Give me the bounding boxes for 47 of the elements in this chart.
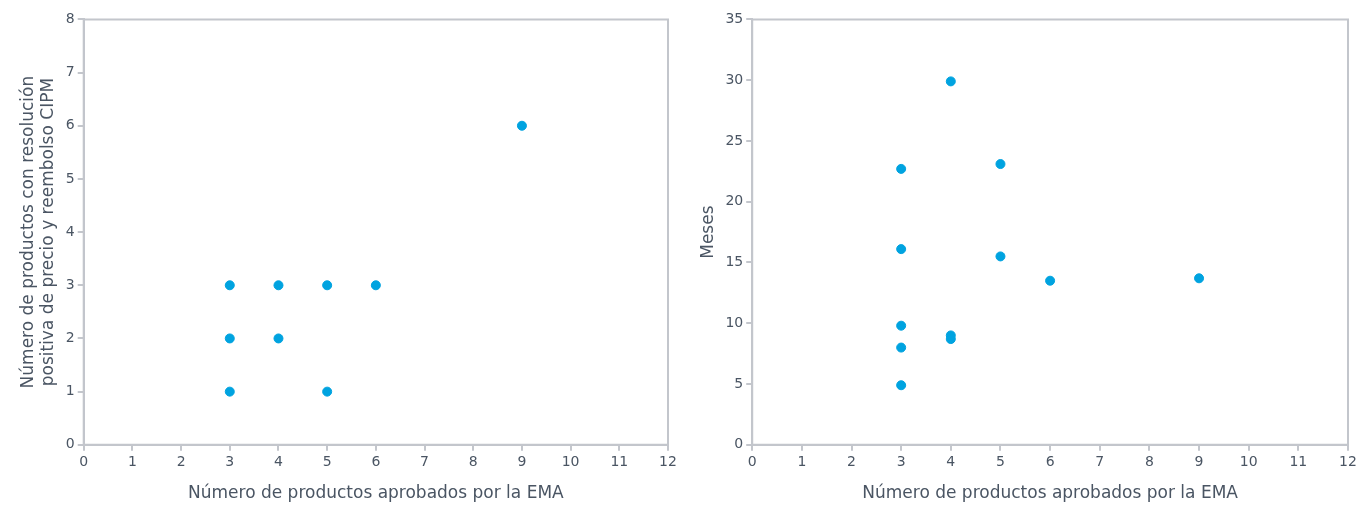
x-tick-label: 10 <box>1239 452 1258 469</box>
y-tick-label: 7 <box>65 63 75 80</box>
y-tick-label: 30 <box>725 70 744 87</box>
y-axis-title: Número de productos con resolución positiva de precio y reembolso CIPM <box>16 75 58 389</box>
y-tick-label: 2 <box>65 329 75 346</box>
x-tick-label: 8 <box>1144 452 1154 469</box>
x-tick-label: 5 <box>996 452 1005 469</box>
y-tick-label: 1 <box>65 382 75 399</box>
x-tick-label: 3 <box>225 452 235 469</box>
y-tick-label: 0 <box>65 435 75 452</box>
y-tick-label: 4 <box>65 222 75 239</box>
x-tick-label: 11 <box>610 452 629 469</box>
x-tick-label: 4 <box>274 452 284 469</box>
x-tick-label: 9 <box>517 452 527 469</box>
x-tick-label: 9 <box>1194 452 1204 469</box>
x-tick-label: 0 <box>747 452 757 469</box>
x-axis-title: Número de productos aprobados por la EMA <box>862 482 1239 503</box>
x-tick-label: 11 <box>1289 452 1308 469</box>
y-tick-label: 20 <box>725 192 744 209</box>
y-tick-label: 5 <box>65 169 75 186</box>
x-tick-label: 2 <box>176 452 186 469</box>
x-tick-label: 8 <box>468 452 478 469</box>
y-axis-title: Meses <box>696 205 717 259</box>
x-axis-title: Número de productos aprobados por la EMA <box>188 482 565 503</box>
x-tick-label: 2 <box>847 452 856 469</box>
x-tick-label: 5 <box>322 452 332 469</box>
x-tick-label: 1 <box>127 452 137 469</box>
y-tick-label: 25 <box>725 131 744 148</box>
x-tick-label: 7 <box>420 452 430 469</box>
y-tick-label: 15 <box>725 253 744 270</box>
x-tick-label: 7 <box>1095 452 1105 469</box>
x-tick-label: 4 <box>946 452 956 469</box>
x-tick-label: 1 <box>797 452 807 469</box>
y-tick-label: 8 <box>65 10 75 27</box>
y-tick-label: 3 <box>65 275 75 292</box>
y-tick-label: 6 <box>65 116 75 133</box>
y-tick-label: 10 <box>725 313 744 330</box>
x-tick-label: 12 <box>1339 452 1357 469</box>
y-tick-label: 5 <box>734 374 744 391</box>
x-tick-label: 3 <box>896 452 906 469</box>
x-tick-label: 0 <box>79 452 89 469</box>
y-tick-label: 35 <box>725 10 744 27</box>
x-tick-label: 10 <box>561 452 580 469</box>
y-tick-label: 0 <box>734 435 744 452</box>
x-tick-label: 6 <box>371 452 381 469</box>
x-tick-label: 6 <box>1045 452 1055 469</box>
x-tick-label: 12 <box>659 452 677 469</box>
